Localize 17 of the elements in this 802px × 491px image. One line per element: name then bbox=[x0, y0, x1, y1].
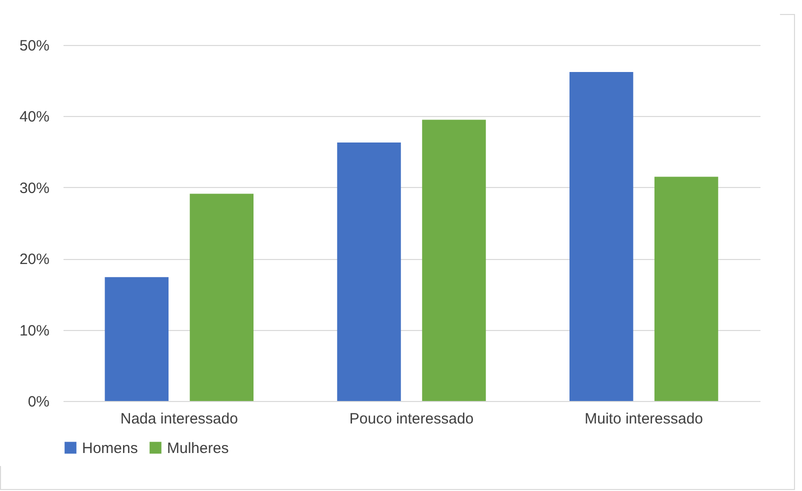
x-tick-label: Nada interessado bbox=[120, 410, 238, 428]
y-tick-label: 20% bbox=[19, 251, 50, 268]
y-tick-label: 10% bbox=[19, 322, 50, 340]
bar bbox=[654, 176, 718, 401]
y-tick-label: 0% bbox=[28, 394, 50, 410]
bar bbox=[190, 194, 254, 401]
y-tick-label: 50% bbox=[19, 38, 50, 54]
y-tick-label: 30% bbox=[19, 180, 50, 197]
y-tick-label: 40% bbox=[19, 108, 50, 126]
bar bbox=[104, 277, 169, 401]
bar bbox=[337, 142, 401, 401]
legend-label: Mulheres bbox=[167, 440, 229, 457]
x-tick-label: Pouco interessado bbox=[349, 410, 474, 428]
bar bbox=[422, 120, 486, 401]
bar bbox=[569, 72, 634, 401]
legend-label: Homens bbox=[82, 440, 138, 457]
x-tick-label: Muito interessado bbox=[584, 410, 704, 428]
